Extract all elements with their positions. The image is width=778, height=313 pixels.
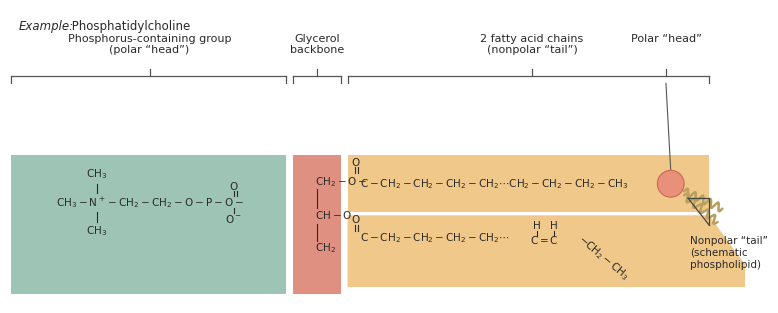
Bar <box>348 155 709 213</box>
Text: Example:: Example: <box>19 20 74 33</box>
Circle shape <box>657 170 684 197</box>
Text: O: O <box>351 215 359 225</box>
Text: $\mathsf{CH_3}$: $\mathsf{CH_3}$ <box>86 167 107 181</box>
Text: $\mathsf{CH_2}$: $\mathsf{CH_2}$ <box>315 241 336 255</box>
Text: H: H <box>550 221 558 231</box>
Text: $\mathsf{CH_2-O-}$: $\mathsf{CH_2-O-}$ <box>315 175 368 189</box>
Text: 2 fatty acid chains
(nonpolar “tail”): 2 fatty acid chains (nonpolar “tail”) <box>481 33 584 55</box>
Text: $\mathsf{C-CH_2-CH_2-CH_2-CH_2{\cdots}}$: $\mathsf{C-CH_2-CH_2-CH_2-CH_2{\cdots}}$ <box>360 231 510 245</box>
Text: $\mathsf{CH_3}$: $\mathsf{CH_3}$ <box>86 225 107 239</box>
Bar <box>293 155 341 294</box>
Text: H: H <box>533 221 541 231</box>
Text: $\mathsf{-CH_2-CH_3}$: $\mathsf{-CH_2-CH_3}$ <box>575 232 632 283</box>
Text: O: O <box>230 182 238 192</box>
Text: O: O <box>351 158 359 168</box>
Text: Nonpolar “tail”
(schematic
phospholipid): Nonpolar “tail” (schematic phospholipid) <box>690 236 768 269</box>
Text: $\mathsf{O^-}$: $\mathsf{O^-}$ <box>226 213 242 225</box>
Text: Phosphorus-containing group
(polar “head”): Phosphorus-containing group (polar “head… <box>68 33 231 55</box>
Polygon shape <box>348 215 762 287</box>
Text: $\mathsf{C{=}C}$: $\mathsf{C{=}C}$ <box>530 234 559 246</box>
Text: Phosphatidylcholine: Phosphatidylcholine <box>68 20 191 33</box>
Text: $\mathsf{CH_3-N^+-CH_2-CH_2-O-P-O-}$: $\mathsf{CH_3-N^+-CH_2-CH_2-O-P-O-}$ <box>56 195 244 210</box>
Text: Glycerol
backbone: Glycerol backbone <box>290 33 344 55</box>
Text: $\mathsf{CH-O}$: $\mathsf{CH-O}$ <box>315 209 352 221</box>
Text: Polar “head”: Polar “head” <box>630 33 702 44</box>
Text: $\mathsf{C-CH_2-CH_2-CH_2-CH_2{\cdots}CH_2-CH_2-CH_2-CH_3}$: $\mathsf{C-CH_2-CH_2-CH_2-CH_2{\cdots}CH… <box>360 177 629 191</box>
Bar <box>11 155 286 294</box>
